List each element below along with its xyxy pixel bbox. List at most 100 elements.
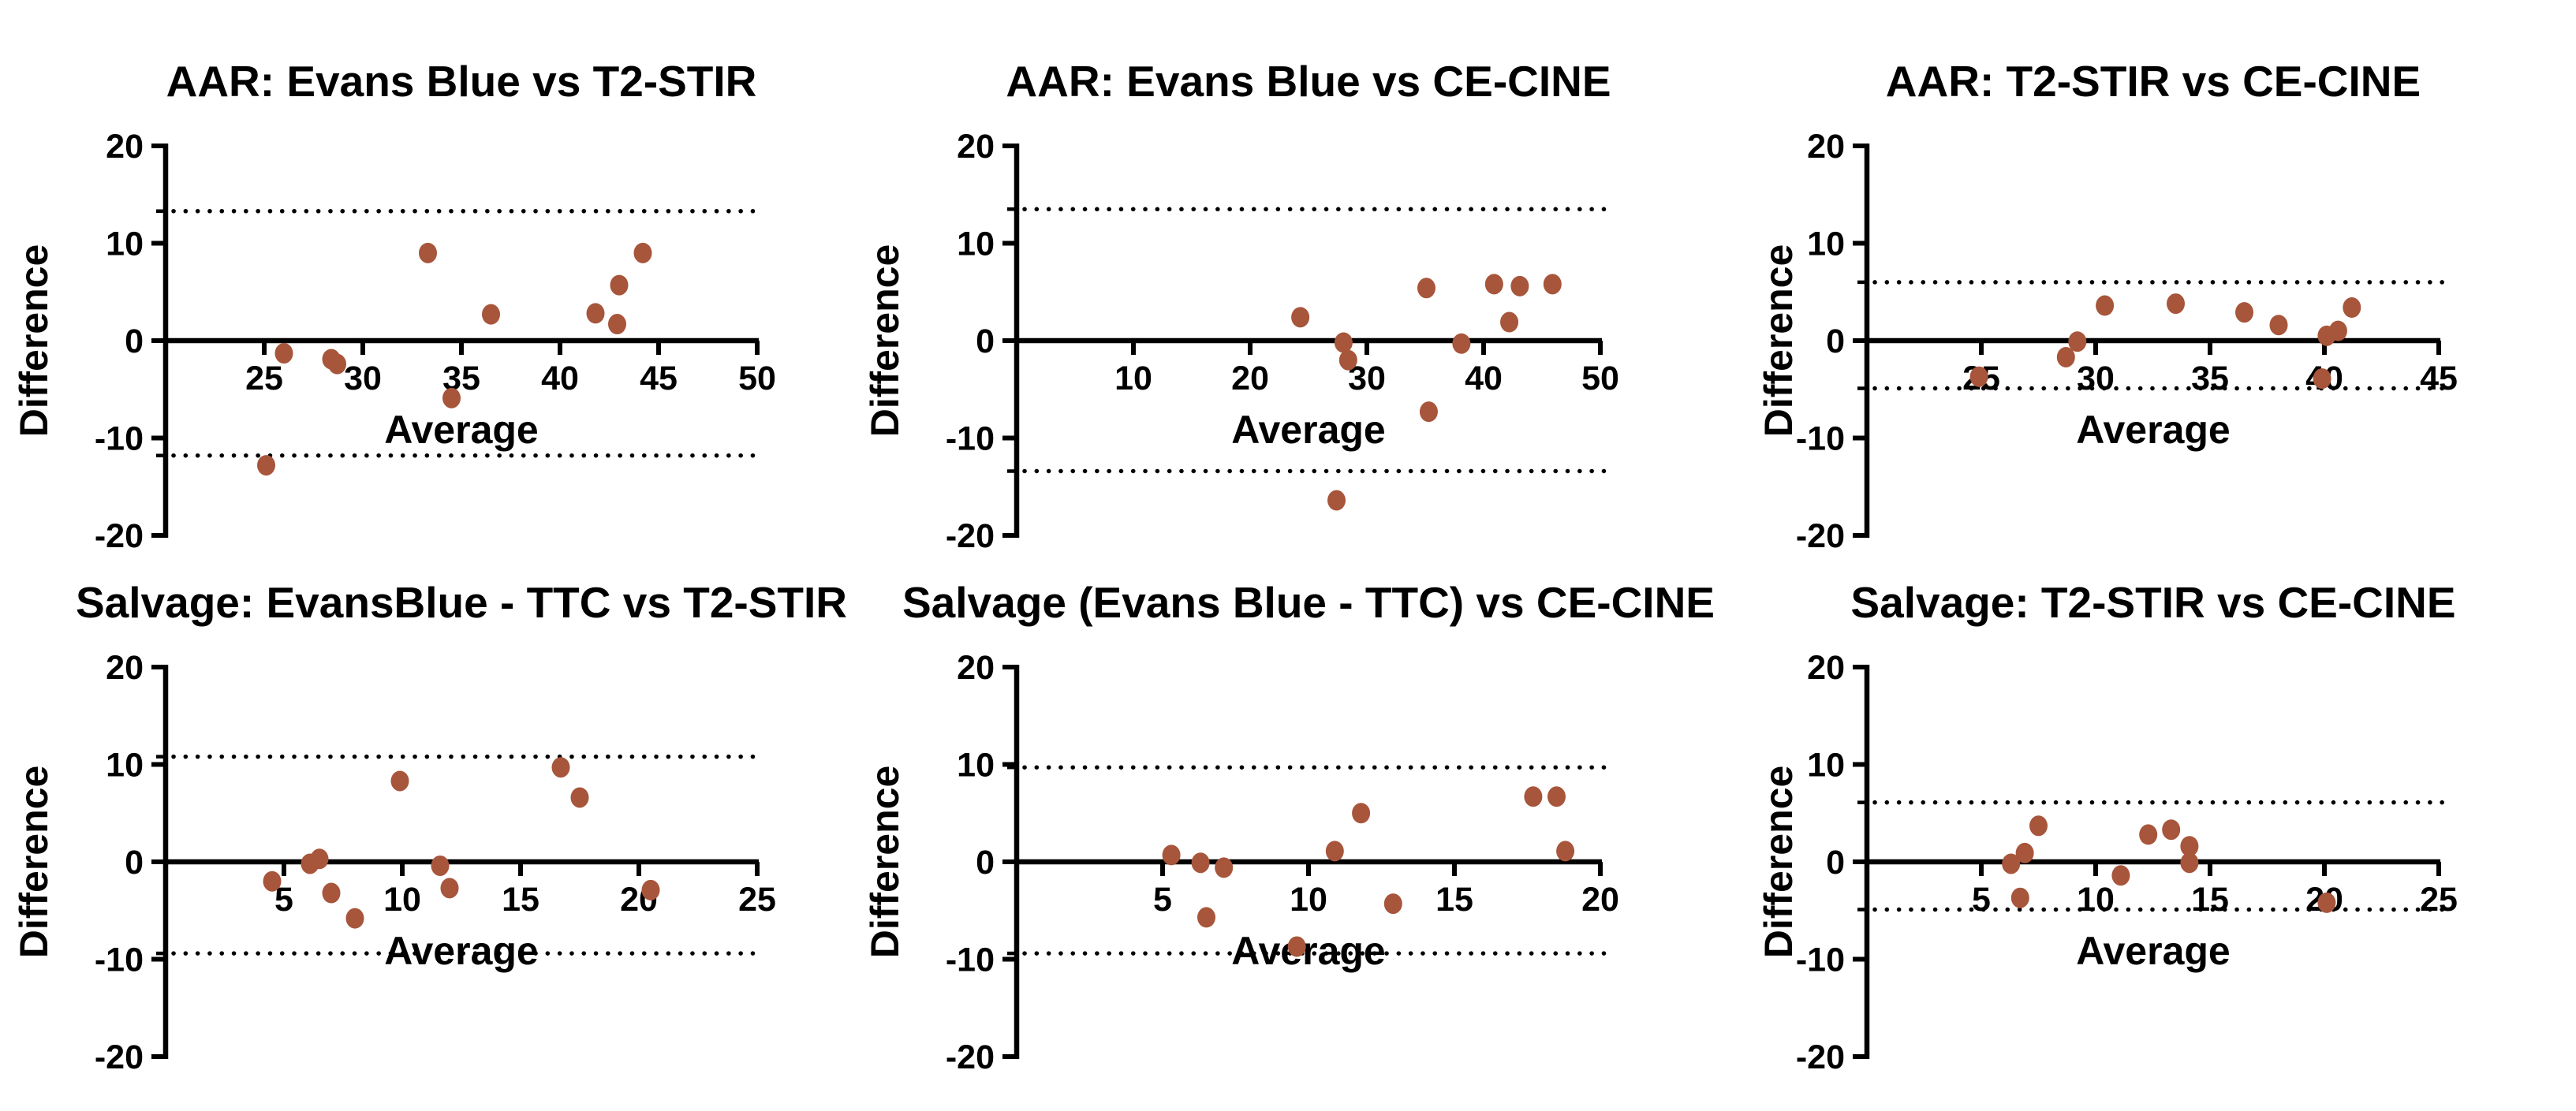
data-point bbox=[2343, 297, 2361, 319]
x-tick-label: 50 bbox=[1581, 360, 1619, 397]
data-point bbox=[1543, 274, 1562, 295]
data-point bbox=[2029, 815, 2048, 837]
x-tick-label: 5 bbox=[1972, 881, 1991, 919]
plot-title: Salvage (Evans Blue - TTC) vs CE-CINE bbox=[902, 578, 1715, 627]
x-axis-label: Average bbox=[1231, 408, 1385, 452]
data-points bbox=[257, 242, 652, 476]
data-point bbox=[2139, 824, 2158, 845]
data-point bbox=[1500, 311, 1519, 333]
y-tick-label: 10 bbox=[106, 747, 144, 785]
x-tick-label: 25 bbox=[245, 360, 283, 397]
data-point bbox=[551, 757, 570, 778]
plot-title: AAR: T2-STIR vs CE-CINE bbox=[1886, 57, 2421, 106]
data-point bbox=[2269, 315, 2288, 336]
x-tick-label: 5 bbox=[1153, 881, 1172, 919]
data-points bbox=[2002, 815, 2336, 913]
data-point bbox=[1197, 907, 1215, 928]
plot-title: AAR: Evans Blue vs T2-STIR bbox=[166, 57, 757, 106]
data-point bbox=[2167, 293, 2185, 315]
y-tick-label: -10 bbox=[95, 420, 144, 458]
data-point bbox=[390, 770, 409, 792]
y-tick-label: 0 bbox=[1826, 844, 1845, 882]
plot-salvage-evansblue-ttc-vs-cecine: Salvage (Evans Blue - TTC) vs CE-CINE Di… bbox=[863, 578, 1715, 1076]
data-point bbox=[1556, 841, 1575, 862]
x-tick-label: 10 bbox=[383, 881, 421, 919]
y-tick-label: 10 bbox=[1807, 226, 1845, 263]
x-tick-label: 35 bbox=[2191, 360, 2229, 397]
x-tick-label: 10 bbox=[1290, 881, 1327, 919]
plot-title: Salvage: T2-STIR vs CE-CINE bbox=[1850, 578, 2455, 627]
plot-aar-evansblue-vs-cecine: AAR: Evans Blue vs CE-CINE Difference Av… bbox=[863, 57, 1619, 555]
data-point bbox=[322, 882, 341, 904]
data-point bbox=[345, 908, 364, 929]
y-tick-label: 0 bbox=[1826, 322, 1845, 360]
y-tick-label: 10 bbox=[957, 747, 995, 785]
data-point bbox=[442, 387, 461, 408]
y-tick-label: -20 bbox=[1796, 517, 1845, 555]
x-tick-label: 20 bbox=[1581, 881, 1619, 919]
data-point bbox=[2317, 892, 2336, 913]
y-axis-label: Difference bbox=[12, 244, 56, 438]
data-point bbox=[1162, 844, 1181, 866]
x-tick-label: 10 bbox=[1114, 360, 1152, 397]
y-tick-label: -20 bbox=[95, 517, 144, 555]
x-tick-label: 15 bbox=[1435, 881, 1473, 919]
data-point bbox=[1287, 936, 1306, 957]
x-axis-label: Average bbox=[2076, 408, 2230, 452]
data-point bbox=[1383, 893, 1402, 915]
data-point bbox=[1327, 490, 1346, 511]
y-tick-label: -10 bbox=[95, 941, 144, 979]
y-tick-label: 10 bbox=[957, 226, 995, 263]
data-point bbox=[2056, 346, 2075, 367]
data-points bbox=[1969, 293, 2361, 390]
data-point bbox=[257, 455, 275, 476]
y-axis-label: Difference bbox=[1757, 244, 1801, 438]
data-point bbox=[1325, 841, 1344, 862]
data-point bbox=[1969, 366, 1988, 387]
y-tick-label: -10 bbox=[946, 420, 995, 458]
x-axis-label: Average bbox=[1231, 929, 1385, 973]
data-point bbox=[2235, 302, 2253, 323]
y-tick-label: 20 bbox=[1807, 128, 1845, 166]
data-point bbox=[263, 871, 282, 892]
y-tick-label: 20 bbox=[106, 649, 144, 687]
data-point bbox=[641, 879, 660, 900]
y-tick-label: 0 bbox=[125, 844, 144, 882]
data-point bbox=[482, 304, 500, 325]
x-tick-label: 30 bbox=[2077, 360, 2115, 397]
data-point bbox=[310, 848, 329, 870]
data-point bbox=[608, 314, 626, 335]
data-point bbox=[1191, 852, 1210, 874]
y-tick-label: -10 bbox=[1796, 420, 1845, 458]
data-point bbox=[1484, 274, 1503, 295]
y-tick-label: 0 bbox=[976, 322, 995, 360]
x-tick-label: 50 bbox=[738, 360, 776, 397]
y-tick-label: 0 bbox=[976, 844, 995, 882]
data-point bbox=[610, 274, 629, 296]
data-point bbox=[1417, 278, 1435, 299]
data-point bbox=[440, 878, 459, 899]
y-tick-label: -20 bbox=[946, 1038, 995, 1076]
x-tick-label: 40 bbox=[1465, 360, 1503, 397]
data-point bbox=[1510, 275, 1529, 296]
data-point bbox=[328, 353, 346, 375]
y-tick-label: 20 bbox=[957, 128, 995, 166]
y-tick-label: -10 bbox=[946, 941, 995, 979]
data-points bbox=[1291, 274, 1562, 511]
x-tick-label: 25 bbox=[2420, 881, 2458, 919]
data-point bbox=[2162, 819, 2181, 841]
plot-salvage-evansblue-ttc-vs-t2stir: Salvage: EvansBlue - TTC vs T2-STIR Diff… bbox=[12, 578, 847, 1076]
y-axis-label: Difference bbox=[863, 244, 907, 438]
y-tick-label: 20 bbox=[106, 128, 144, 166]
plot-title: AAR: Evans Blue vs CE-CINE bbox=[1006, 57, 1611, 106]
data-points bbox=[263, 757, 660, 929]
y-tick-label: 10 bbox=[106, 226, 144, 263]
y-tick-label: -20 bbox=[1796, 1038, 1845, 1076]
x-axis-label: Average bbox=[2076, 929, 2230, 973]
x-tick-label: 25 bbox=[738, 881, 776, 919]
y-tick-label: 20 bbox=[1807, 649, 1845, 687]
x-tick-label: 30 bbox=[344, 360, 382, 397]
